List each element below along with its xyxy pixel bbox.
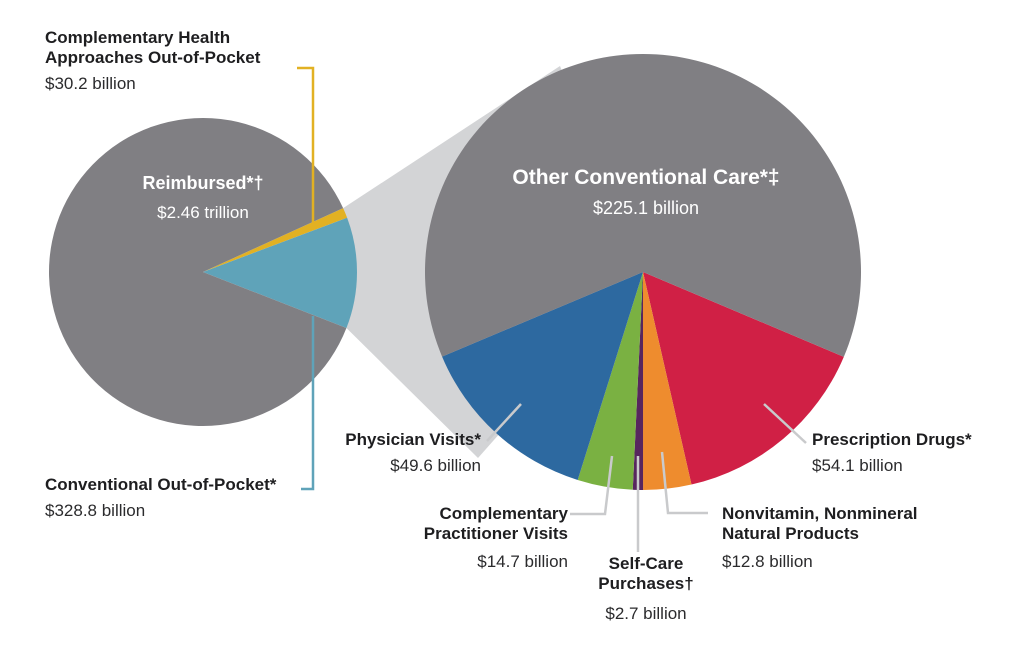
label-other-conventional-care-name: Other Conventional Care*‡ (512, 166, 780, 189)
slice-other-conventional-care (424, 53, 861, 357)
slice-conventional-out-of-pocket (203, 217, 357, 329)
label-self-care-line1: Self-Care (608, 554, 684, 573)
slice-prescription-drugs (643, 272, 844, 485)
label-nonvitamin-line2: Natural Products (722, 524, 859, 543)
label-complementary-oop: Complementary Health Approaches Out-of-P… (45, 28, 260, 94)
label-nonvitamin-line1: Nonvitamin, Nonmineral (722, 504, 918, 523)
leader-nonvitamin (660, 451, 708, 515)
label-nonvitamin-value: $12.8 billion (722, 552, 813, 571)
label-physician-visits-value: $49.6 billion (390, 456, 481, 475)
label-complementary-oop-value: $30.2 billion (45, 74, 136, 93)
label-complementary-oop-line2: Approaches Out-of-Pocket (45, 48, 261, 67)
label-self-care-value: $2.7 billion (605, 604, 687, 623)
label-physician-visits-name: Physician Visits* (345, 430, 481, 449)
slice-reimbursed (49, 118, 347, 427)
label-reimbursed: Reimbursed*† $2.46 trillion (83, 173, 323, 223)
slice-physician-visits (442, 272, 643, 480)
label-physician-visits: Physician Visits* $49.6 billion (345, 430, 481, 476)
label-complementary-practitioner-value: $14.7 billion (477, 552, 568, 571)
label-prescription-drugs-value: $54.1 billion (812, 456, 903, 475)
leader-complementary-oop (297, 66, 315, 224)
slice-nonvitamin-nonmineral-natural-products (643, 272, 692, 490)
label-reimbursed-name: Reimbursed*† (142, 173, 264, 193)
slice-complementary-practitioner-visits (577, 272, 643, 490)
label-self-care-purchases: Self-Care Purchases† $2.7 billion (546, 554, 746, 624)
label-other-conventional-care: Other Conventional Care*‡ $225.1 billion (466, 166, 826, 220)
label-other-conventional-care-value: $225.1 billion (592, 198, 700, 218)
slice-self-care-purchases (632, 272, 644, 490)
label-conventional-oop-name: Conventional Out-of-Pocket* (45, 475, 277, 494)
label-complementary-practitioner-visits: Complementary Practitioner Visits $14.7 … (424, 504, 568, 572)
slice-complementary-health-approaches-out-of-pocket (203, 208, 348, 272)
label-complementary-oop-line1: Complementary Health (45, 28, 231, 47)
label-prescription-drugs: Prescription Drugs* $54.1 billion (812, 430, 972, 476)
label-self-care-line2: Purchases† (598, 574, 694, 593)
label-prescription-drugs-name: Prescription Drugs* (812, 430, 972, 449)
leader-complementary-practitioner (570, 455, 614, 516)
leader-physician-visits (486, 403, 522, 442)
leader-prescription-drugs (763, 403, 807, 444)
label-complementary-practitioner-line2: Practitioner Visits (423, 524, 568, 543)
label-conventional-oop-value: $328.8 billion (45, 501, 146, 520)
label-complementary-practitioner-line1: Complementary (439, 504, 568, 523)
label-reimbursed-value: $2.46 trillion (157, 203, 249, 222)
leader-conventional-oop (301, 316, 315, 491)
label-nonvitamin-natural-products: Nonvitamin, Nonmineral Natural Products … (722, 504, 918, 572)
label-conventional-oop: Conventional Out-of-Pocket* $328.8 billi… (45, 475, 276, 521)
